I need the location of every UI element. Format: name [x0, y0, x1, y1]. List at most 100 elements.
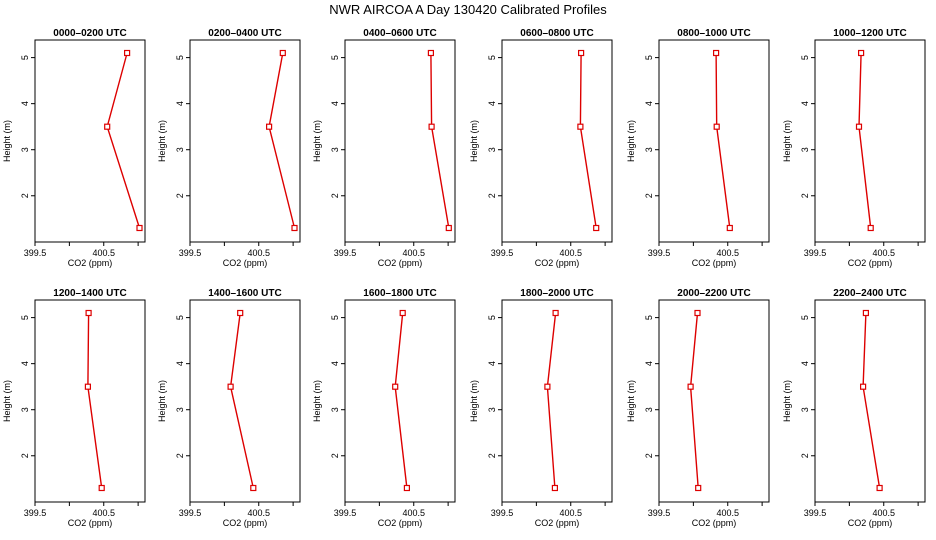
y-tick-label: 2 — [644, 453, 654, 458]
x-tick-label: 399.5 — [648, 508, 671, 518]
y-tick-label: 3 — [20, 147, 30, 152]
x-tick-label: 400.5 — [872, 248, 895, 258]
y-axis-label: Height (m) — [2, 120, 12, 162]
profile-point — [593, 224, 600, 232]
panel-title: 1000–1200 UTC — [833, 28, 906, 39]
x-axis-label: CO2 (ppm) — [535, 258, 580, 268]
profile-point — [84, 383, 92, 390]
plot-frame — [344, 299, 456, 503]
y-tick-label: 5 — [175, 55, 185, 60]
y-axis-label: Height (m) — [782, 380, 792, 422]
y-tick-label: 4 — [20, 101, 30, 106]
profile-point — [577, 49, 585, 57]
y-tick-label: 2 — [487, 193, 497, 198]
profile-line — [229, 312, 254, 489]
profile-line — [862, 312, 881, 489]
y-axis-label: Height (m) — [2, 380, 12, 422]
profile-point — [279, 49, 286, 57]
y-tick-label: 4 — [175, 101, 185, 106]
profile-line — [546, 312, 557, 489]
y-tick-label: 5 — [800, 55, 810, 60]
figure-title: NWR AIRCOA A Day 130420 Calibrated Profi… — [329, 2, 607, 17]
panel-title: 1400–1600 UTC — [208, 288, 281, 299]
panel-title: 0800–1000 UTC — [677, 28, 750, 39]
x-axis-label: CO2 (ppm) — [223, 258, 268, 268]
y-tick-label: 4 — [487, 101, 497, 106]
profile-point — [403, 484, 410, 492]
y-axis-label: Height (m) — [157, 120, 167, 162]
plot-frame — [814, 39, 926, 243]
y-tick-label: 5 — [330, 55, 340, 60]
y-tick-label: 3 — [20, 407, 30, 412]
x-tick-label: 399.5 — [804, 248, 827, 258]
panel-title: 2200–2400 UTC — [833, 288, 906, 299]
y-tick-label: 5 — [487, 315, 497, 320]
profile-point — [427, 49, 434, 57]
plot-frame — [501, 299, 613, 503]
panel-title: 1200–1400 UTC — [53, 288, 126, 299]
plot-frame — [501, 39, 613, 243]
x-tick-label: 399.5 — [179, 248, 202, 258]
x-axis-label: CO2 (ppm) — [848, 258, 893, 268]
y-tick-label: 3 — [175, 407, 185, 412]
x-tick-label: 399.5 — [334, 508, 357, 518]
y-tick-label: 2 — [20, 193, 30, 198]
y-axis-label: Height (m) — [469, 120, 479, 162]
profile-point — [291, 224, 298, 232]
profile-line — [87, 312, 103, 489]
x-tick-label: 400.5 — [92, 508, 115, 518]
y-tick-label: 2 — [175, 193, 185, 198]
x-tick-label: 399.5 — [334, 248, 357, 258]
y-tick-label: 4 — [487, 361, 497, 366]
profile-point — [250, 484, 257, 492]
x-axis-label: CO2 (ppm) — [68, 258, 113, 268]
y-tick-label: 5 — [175, 315, 185, 320]
profile-point — [726, 224, 733, 232]
x-tick-label: 400.5 — [716, 248, 739, 258]
profile-point — [266, 123, 273, 130]
y-tick-label: 3 — [175, 147, 185, 152]
y-axis-label: Height (m) — [157, 380, 167, 422]
y-tick-label: 4 — [644, 101, 654, 106]
plot-frame — [814, 299, 926, 503]
x-tick-label: 400.5 — [92, 248, 115, 258]
panel-title: 1800–2000 UTC — [520, 288, 593, 299]
x-tick-label: 400.5 — [559, 508, 582, 518]
profile-line — [106, 52, 141, 229]
y-tick-label: 3 — [800, 147, 810, 152]
profile-point — [136, 224, 143, 232]
y-tick-label: 4 — [644, 361, 654, 366]
profile-point — [687, 383, 694, 390]
y-tick-label: 2 — [800, 453, 810, 458]
y-tick-label: 5 — [800, 315, 810, 320]
profile-point — [862, 309, 870, 317]
panel-title: 0600–0800 UTC — [520, 28, 593, 39]
y-tick-label: 2 — [800, 193, 810, 198]
x-axis-label: CO2 (ppm) — [848, 518, 893, 528]
y-tick-label: 4 — [330, 101, 340, 106]
panel-title: 0400–0600 UTC — [363, 28, 436, 39]
x-tick-label: 400.5 — [402, 248, 425, 258]
x-axis-label: CO2 (ppm) — [692, 258, 737, 268]
profile-point — [237, 309, 244, 317]
profile-point — [123, 49, 131, 57]
y-axis-label: Height (m) — [626, 380, 636, 422]
plot-frame — [34, 39, 146, 243]
profile-point — [551, 484, 559, 492]
x-axis-label: CO2 (ppm) — [223, 518, 268, 528]
profile-line — [268, 52, 296, 229]
profile-point — [859, 383, 867, 390]
profile-point — [855, 123, 863, 130]
profile-line — [579, 52, 597, 229]
y-tick-label: 4 — [800, 361, 810, 366]
plot-frame — [189, 39, 301, 243]
y-tick-label: 5 — [487, 55, 497, 60]
